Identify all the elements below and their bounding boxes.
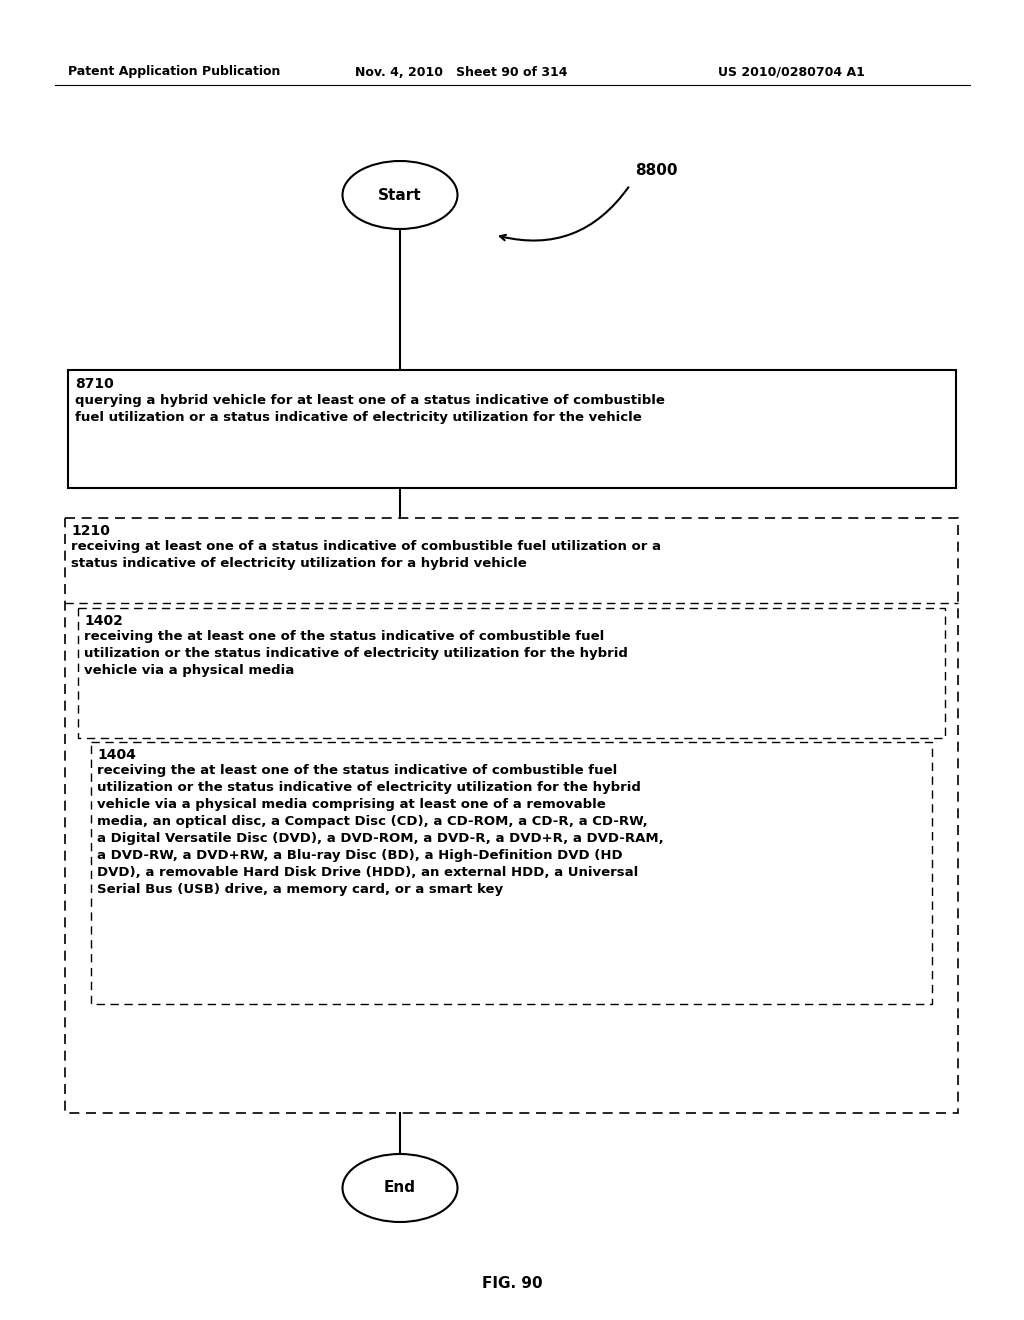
Text: 8800: 8800 xyxy=(635,162,678,178)
Bar xyxy=(65,517,958,1113)
Text: 8710: 8710 xyxy=(75,378,114,391)
Bar xyxy=(68,370,956,488)
Text: receiving the at least one of the status indicative of combustible fuel
utilizat: receiving the at least one of the status… xyxy=(97,764,664,896)
Bar xyxy=(91,742,932,1005)
Bar xyxy=(78,609,945,738)
Text: querying a hybrid vehicle for at least one of a status indicative of combustible: querying a hybrid vehicle for at least o… xyxy=(75,393,665,424)
Text: FIG. 90: FIG. 90 xyxy=(481,1275,543,1291)
Text: Patent Application Publication: Patent Application Publication xyxy=(68,66,281,78)
Text: Nov. 4, 2010   Sheet 90 of 314: Nov. 4, 2010 Sheet 90 of 314 xyxy=(355,66,567,78)
Ellipse shape xyxy=(342,161,458,228)
Text: End: End xyxy=(384,1180,416,1196)
Text: 1402: 1402 xyxy=(84,614,123,628)
Text: Start: Start xyxy=(378,187,422,202)
Text: 1210: 1210 xyxy=(71,524,110,539)
Text: 1404: 1404 xyxy=(97,748,136,762)
Text: receiving the at least one of the status indicative of combustible fuel
utilizat: receiving the at least one of the status… xyxy=(84,630,628,677)
Ellipse shape xyxy=(342,1154,458,1222)
Text: US 2010/0280704 A1: US 2010/0280704 A1 xyxy=(718,66,865,78)
Text: receiving at least one of a status indicative of combustible fuel utilization or: receiving at least one of a status indic… xyxy=(71,540,662,570)
